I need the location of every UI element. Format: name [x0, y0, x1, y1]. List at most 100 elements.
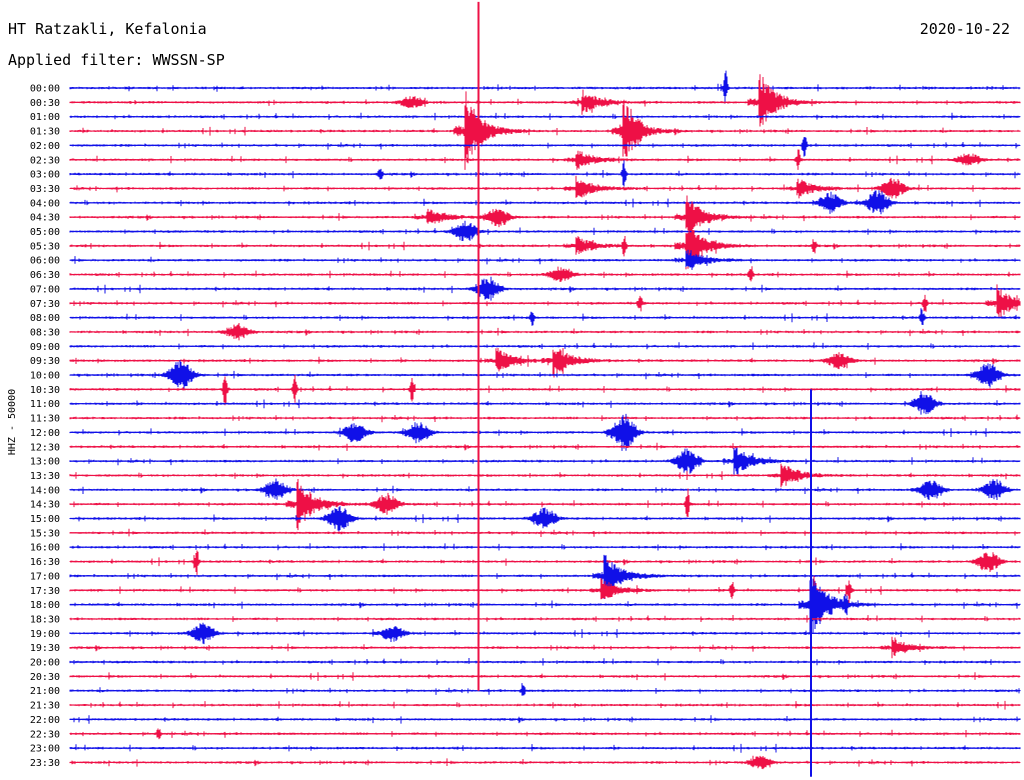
row-label: 07:30 [30, 299, 60, 310]
row-label: 18:00 [30, 600, 60, 611]
row-label: 22:00 [30, 715, 60, 726]
trace-row [69, 728, 1021, 740]
row-label: 09:00 [30, 342, 60, 353]
trace-row [69, 715, 1021, 724]
date-label: 2020-10-22 [919, 20, 1010, 38]
trace-row [69, 284, 1021, 319]
row-label: 05:30 [30, 241, 60, 252]
row-label: 01:30 [30, 127, 60, 138]
trace-row [69, 391, 1021, 415]
trace-row [69, 479, 1021, 531]
trace-row [69, 308, 1021, 326]
row-label: 15:30 [30, 528, 60, 539]
trace-row [69, 249, 1021, 270]
trace-row [69, 160, 1021, 187]
trace-row [69, 149, 1021, 170]
row-label: 20:00 [30, 658, 60, 669]
row-label: 04:00 [30, 198, 60, 209]
trace-row [69, 672, 1021, 681]
row-label: 13:00 [30, 457, 60, 468]
row-label: 02:00 [30, 141, 60, 152]
trace-row [69, 190, 1021, 215]
row-label: 22:30 [30, 729, 60, 740]
row-label: 23:30 [30, 758, 60, 769]
trace-row [69, 413, 1021, 451]
row-label: 07:00 [30, 284, 60, 295]
row-label: 23:00 [30, 744, 60, 755]
trace-row [69, 74, 1021, 127]
row-label: 16:00 [30, 543, 60, 554]
trace-row [69, 137, 1021, 157]
trace-row [69, 554, 1021, 599]
row-label: 17:30 [30, 586, 60, 597]
trace-row [69, 543, 1021, 551]
trace-row [69, 70, 1021, 104]
row-label: 14:00 [30, 485, 60, 496]
row-labels: 00:00 00:30 01:00 01:30 02:00 02:30 03:00 03:30… [30, 84, 60, 769]
trace-row [69, 478, 1021, 500]
trace-row [69, 220, 1021, 241]
row-label: 01:00 [30, 112, 60, 123]
row-label: 12:00 [30, 428, 60, 439]
row-label: 19:00 [30, 629, 60, 640]
row-label: 04:30 [30, 213, 60, 224]
row-label: 16:30 [30, 557, 60, 568]
row-label: 10:30 [30, 385, 60, 396]
filter-label: Applied filter: WWSSN-SP [8, 51, 225, 69]
row-label: 00:30 [30, 98, 60, 109]
trace-row [69, 112, 1021, 121]
trace-row [69, 683, 1021, 696]
row-label: 21:00 [30, 686, 60, 697]
trace-row [69, 615, 1021, 623]
row-label: 11:00 [30, 399, 60, 410]
row-label: 02:30 [30, 155, 60, 166]
trace-row [69, 658, 1021, 666]
row-label: 17:00 [30, 571, 60, 582]
row-label: 13:30 [30, 471, 60, 482]
trace-row [69, 550, 1021, 575]
trace-row [69, 226, 1021, 270]
trace-row [69, 506, 1021, 532]
row-label: 03:00 [30, 170, 60, 181]
row-label: 20:30 [30, 672, 60, 683]
row-label: 06:30 [30, 270, 60, 281]
row-label: 06:00 [30, 256, 60, 267]
station-title: HT Ratzakli, Kefalonia [8, 20, 207, 38]
trace-row [69, 622, 1021, 645]
traces [69, 70, 1021, 770]
trace-row [69, 463, 1021, 488]
row-label: 10:00 [30, 371, 60, 382]
trace-row [69, 175, 1021, 199]
trace-row [69, 323, 1021, 341]
row-label: 08:00 [30, 313, 60, 324]
trace-row [69, 743, 1021, 753]
trace-row [69, 578, 1021, 634]
row-label: 15:00 [30, 514, 60, 525]
row-label: 08:30 [30, 327, 60, 338]
trace-row [69, 447, 1021, 475]
trace-row [69, 636, 1021, 659]
trace-row [69, 375, 1021, 406]
row-label: 03:30 [30, 184, 60, 195]
trace-row [69, 575, 1021, 604]
y-axis-label: HHZ - 50000 [7, 389, 18, 455]
row-label: 09:30 [30, 356, 60, 367]
trace-row [69, 700, 1021, 710]
trace-row [69, 348, 1021, 378]
tall-lines [477, 1, 812, 777]
trace-row [69, 414, 1021, 423]
trace-row [69, 266, 1021, 282]
row-label: 05:00 [30, 227, 60, 238]
row-label: 14:30 [30, 500, 60, 511]
trace-row [69, 195, 1021, 236]
trace-row [69, 360, 1021, 389]
trace-row [69, 91, 1021, 170]
row-label: 19:30 [30, 643, 60, 654]
trace-row [69, 276, 1021, 301]
trace-row [69, 528, 1021, 537]
trace-row [69, 442, 1021, 451]
trace-row [69, 755, 1021, 770]
trace-row [69, 342, 1021, 350]
row-label: 11:30 [30, 414, 60, 425]
